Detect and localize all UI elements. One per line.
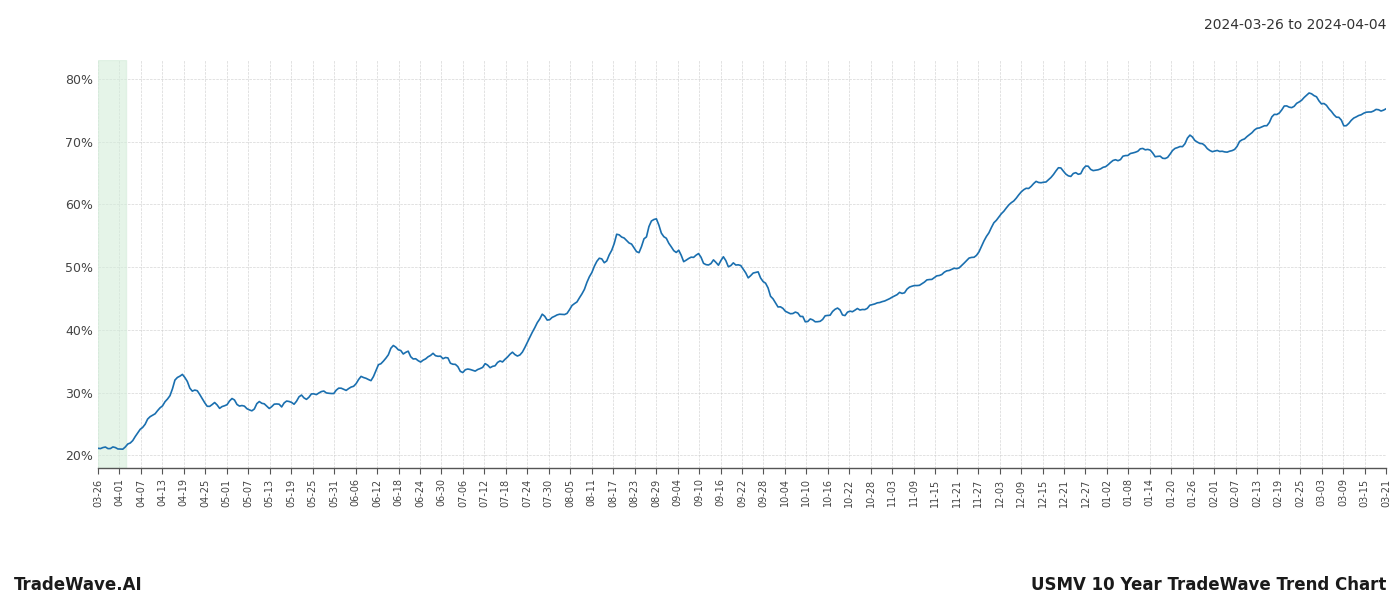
Text: TradeWave.AI: TradeWave.AI [14,576,143,594]
Text: USMV 10 Year TradeWave Trend Chart: USMV 10 Year TradeWave Trend Chart [1030,576,1386,594]
Text: 2024-03-26 to 2024-04-04: 2024-03-26 to 2024-04-04 [1204,18,1386,32]
Bar [98,60,126,468]
